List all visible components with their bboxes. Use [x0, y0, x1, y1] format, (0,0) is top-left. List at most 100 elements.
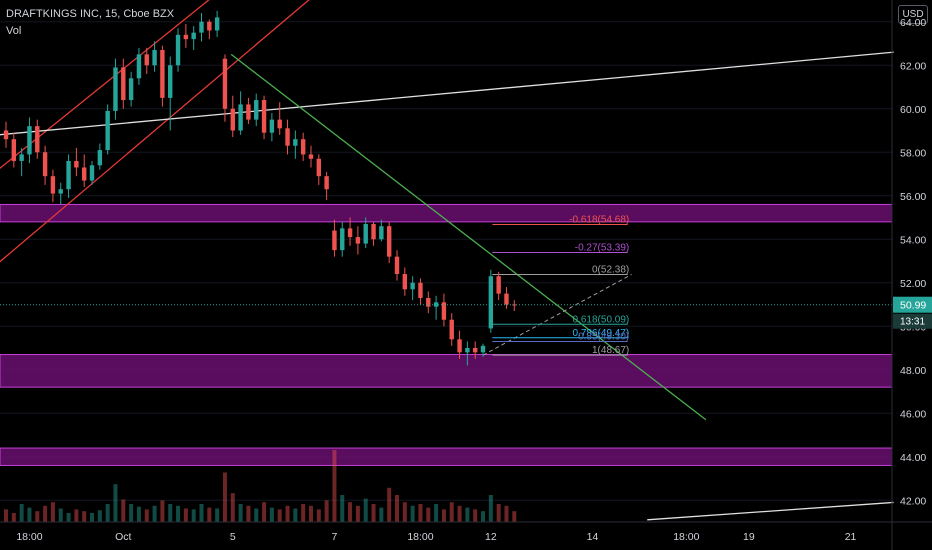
- fib-level-label: -0.618(54.68): [569, 214, 629, 225]
- candle-body: [58, 189, 63, 194]
- countdown-value: 13:31: [900, 317, 925, 328]
- volume-bar: [481, 511, 486, 522]
- candle-body: [410, 282, 415, 290]
- fib-level-label: -0.27(53.39): [575, 243, 629, 254]
- volume-bar: [340, 495, 345, 522]
- candle-body: [285, 128, 290, 146]
- volume-bar: [434, 504, 439, 522]
- volume-bar: [426, 507, 431, 522]
- candle-body: [82, 167, 87, 181]
- fib-level-label: 0.618(50.09): [573, 314, 630, 325]
- candle-body: [433, 302, 439, 307]
- volume-bar: [105, 504, 110, 522]
- volume-bar: [371, 504, 376, 522]
- y-tick-label: 52.00: [900, 278, 926, 290]
- candle-body: [300, 139, 306, 155]
- volume-bar: [363, 498, 368, 522]
- volume-bar: [465, 507, 470, 522]
- candle-body: [183, 34, 189, 40]
- volume-bar: [168, 504, 173, 522]
- candle-body: [449, 319, 454, 340]
- candle-body: [42, 152, 48, 177]
- candle-body: [152, 50, 157, 66]
- volume-bar: [473, 509, 478, 522]
- candle-body: [214, 17, 220, 31]
- volume-bar: [144, 509, 149, 522]
- candle-body: [136, 54, 142, 79]
- volume-bar: [19, 504, 24, 522]
- x-tick-label: 18:00: [16, 531, 42, 543]
- candle-body: [316, 158, 321, 177]
- x-tick-label: 21: [845, 531, 857, 543]
- candle-body: [512, 304, 517, 306]
- candle-body: [379, 226, 384, 240]
- volume-bar: [113, 484, 118, 522]
- volume-bar: [262, 502, 267, 522]
- candle-body: [496, 276, 501, 294]
- volume-bar: [395, 495, 399, 522]
- last-price-tag: [893, 296, 932, 313]
- x-tick-label: 19: [743, 531, 755, 543]
- candle-body: [308, 154, 314, 159]
- x-tick-label: 14: [587, 531, 599, 543]
- candle-body: [371, 224, 376, 240]
- candle-body: [504, 293, 509, 305]
- candle-body: [11, 139, 17, 161]
- volume-bar: [82, 511, 87, 522]
- volume-bar: [66, 513, 71, 522]
- candle-body: [488, 276, 494, 329]
- volume-bar: [512, 511, 517, 522]
- volume-bar: [97, 510, 102, 522]
- x-tick-label: 12: [485, 531, 497, 543]
- y-tick-label: 64.00: [900, 17, 926, 29]
- y-tick-label: 44.00: [900, 452, 926, 464]
- channel-upper-line: [0, 0, 210, 170]
- currency-button[interactable]: USD: [898, 5, 928, 24]
- volume-bar: [402, 502, 407, 522]
- candle-body: [27, 126, 32, 155]
- volume-bar: [43, 505, 48, 522]
- candle-body: [402, 274, 408, 290]
- volume-bar: [504, 505, 509, 522]
- volume-bar: [160, 500, 165, 522]
- candle-body: [128, 78, 134, 101]
- candle-body: [113, 67, 118, 111]
- candle-body: [175, 34, 181, 66]
- fib-level-label: 0(52.38): [592, 264, 629, 275]
- volume-bar: [316, 509, 321, 522]
- symbol-title: DRAFTKINGS INC, 15, Cboe BZX: [6, 8, 175, 20]
- volume-bar: [355, 505, 360, 522]
- volume-bar: [277, 509, 282, 522]
- candle-body: [199, 21, 204, 33]
- volume-bar: [152, 505, 157, 522]
- candle-body: [324, 176, 329, 190]
- volume-bar: [332, 450, 337, 522]
- candle-body: [261, 100, 267, 133]
- candle-body: [394, 256, 400, 275]
- y-tick-label: 62.00: [900, 60, 926, 72]
- candle-body: [480, 345, 486, 353]
- support-zone: [0, 447, 893, 466]
- volume-bar: [293, 508, 298, 522]
- volume-bar: [308, 505, 313, 522]
- volume-bar: [50, 502, 55, 522]
- volume-bar: [4, 509, 8, 522]
- y-tick-label: 42.00: [900, 495, 926, 507]
- volume-bar: [254, 508, 259, 522]
- candle-body: [473, 348, 478, 353]
- candle-body: [121, 67, 126, 101]
- volume-bar: [457, 505, 462, 522]
- x-tick-label: Oct: [115, 531, 131, 543]
- volume-bar: [35, 511, 40, 522]
- volume-bar: [379, 507, 384, 522]
- fib-level-label: 0.786(49.47): [573, 328, 630, 339]
- volume-bar: [246, 505, 251, 522]
- candle-body: [238, 104, 243, 131]
- volume-bar: [176, 505, 181, 522]
- volume-bar: [183, 508, 188, 522]
- volume-bar: [136, 506, 141, 522]
- volume-bar: [191, 509, 196, 522]
- y-tick-label: 58.00: [900, 147, 926, 159]
- volume-bar: [11, 513, 16, 522]
